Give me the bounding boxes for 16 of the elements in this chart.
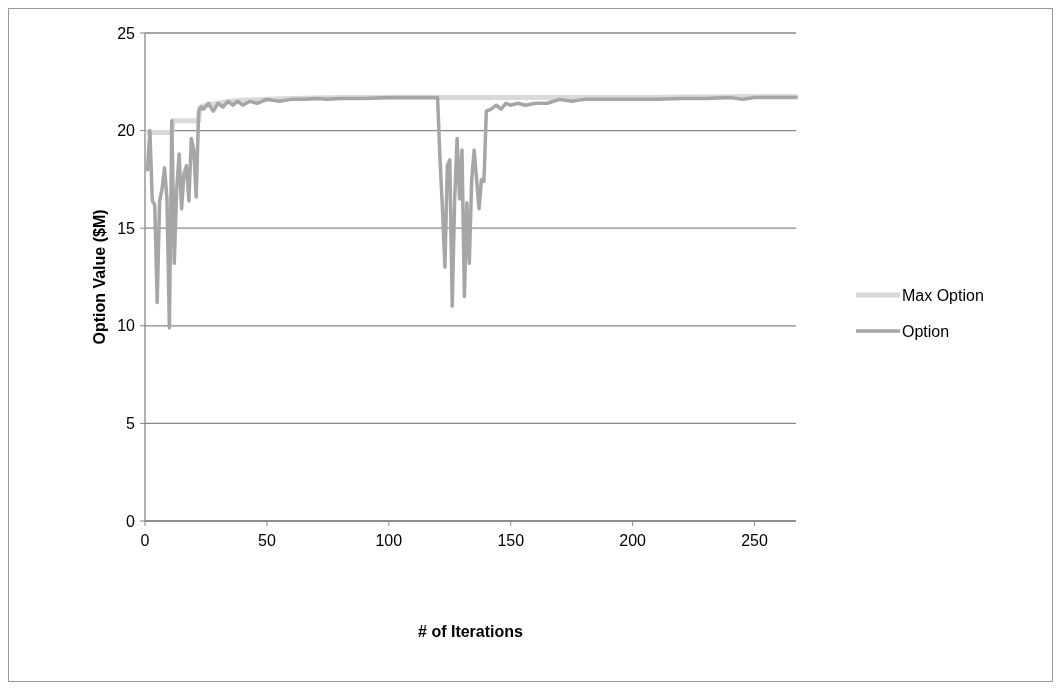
- y-axis-title: Option Value ($M): [91, 209, 108, 345]
- legend-label: Max Option: [902, 286, 984, 304]
- y-tick-label: 0: [126, 512, 136, 530]
- legend-label: Option: [902, 322, 950, 340]
- x-tick-label: 150: [497, 532, 525, 549]
- y-tick-label: 10: [117, 317, 136, 335]
- y-tick-label: 20: [117, 122, 136, 140]
- x-tick-label: 250: [741, 532, 768, 549]
- y-tick-label: 5: [126, 415, 136, 432]
- y-tick-label: 15: [117, 219, 136, 237]
- x-tick-label: 100: [375, 532, 403, 549]
- x-tick-label: 50: [258, 532, 276, 549]
- x-tick-label: 0: [140, 532, 150, 549]
- x-tick-label: 200: [619, 532, 647, 549]
- x-axis-title: # of Iterations: [418, 623, 524, 640]
- y-tick-label: 25: [117, 24, 136, 42]
